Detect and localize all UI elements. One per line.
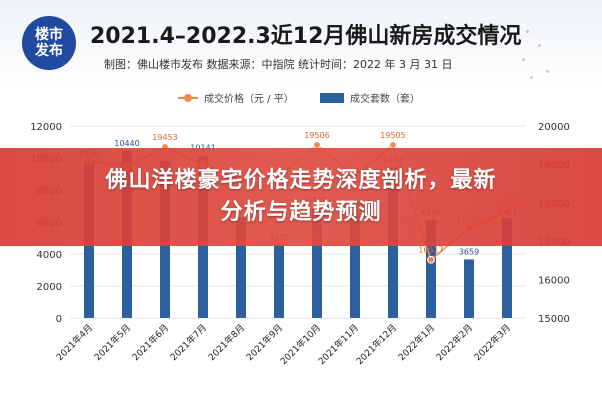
- legend-item-count: 成交套数（套）: [320, 90, 420, 105]
- bar: [236, 217, 246, 318]
- price-data-label: 16517: [418, 246, 443, 255]
- legend-line-marker: [178, 93, 198, 102]
- banner-line-1: 佛山洋楼豪宅价格走势深度剖析，最新: [105, 168, 497, 193]
- bar: [426, 219, 436, 318]
- x-tick-label: 2021年5月: [92, 322, 133, 363]
- y-right-tick-label: 20000: [538, 122, 570, 133]
- x-tick-label: 2021年9月: [244, 322, 285, 363]
- legend-label-price: 成交价格（元 / 平）: [204, 94, 294, 105]
- x-tick-label: 2021年12月: [354, 322, 400, 368]
- chart-legend: 成交价格（元 / 平） 成交套数（套）: [0, 86, 602, 108]
- legend-item-price: 成交价格（元 / 平）: [178, 90, 294, 105]
- bar-data-label: 10440: [114, 139, 139, 148]
- bar: [464, 259, 474, 318]
- logo-line-1: 楼市: [35, 27, 63, 43]
- x-tick-label: 2022年2月: [434, 322, 475, 363]
- bar-data-label: 3659: [459, 247, 479, 256]
- price-data-label: 19506: [304, 131, 329, 140]
- x-tick-label: 2022年3月: [472, 322, 513, 363]
- price-data-label: 19505: [380, 131, 405, 140]
- logo: 楼市 发布: [22, 16, 76, 70]
- legend-bar-marker: [320, 92, 344, 103]
- x-tick-label: 2022年1月: [396, 322, 437, 363]
- headline-banner: 佛山洋楼豪宅价格走势深度剖析，最新 分析与趋势预测: [0, 148, 602, 246]
- y-right-tick-label: 15000: [538, 314, 570, 325]
- y-left-tick-label: 12000: [30, 122, 62, 133]
- bar: [350, 212, 360, 318]
- watermark-icon: [516, 10, 586, 90]
- logo-line-2: 发布: [35, 43, 63, 59]
- chart-title: 2021.4–2022.3近12月佛山新房成交情况: [90, 24, 522, 49]
- header-background: [0, 0, 602, 86]
- price-point: [427, 255, 435, 264]
- bar: [502, 218, 512, 318]
- bar: [274, 244, 284, 318]
- y-left-tick-label: 2000: [37, 282, 62, 293]
- chart-subtitle: 制图：佛山楼市发布 数据来源：中指院 统计时间：2022 年 3 月 31 日: [104, 58, 453, 71]
- y-left-tick-label: 4000: [37, 250, 62, 261]
- x-tick-label: 2021年8月: [206, 322, 247, 363]
- price-data-label: 19453: [152, 133, 177, 142]
- y-right-tick-label: 16000: [538, 276, 570, 287]
- x-tick-label: 2021年4月: [54, 322, 95, 363]
- legend-label-count: 成交套数（套）: [350, 94, 420, 105]
- bar: [312, 208, 322, 318]
- x-tick-label: 2021年6月: [130, 322, 171, 363]
- x-tick-label: 2021年7月: [168, 322, 209, 363]
- y-left-tick-label: 0: [56, 314, 62, 325]
- banner-line-2: 分析与趋势预测: [220, 200, 382, 225]
